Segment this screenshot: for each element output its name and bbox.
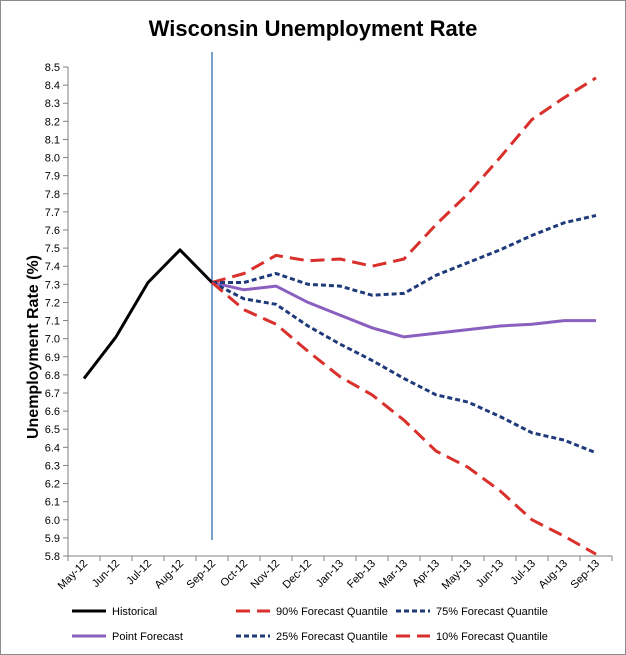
series-line-historical xyxy=(82,248,214,380)
y-tick-label: 5.8 xyxy=(45,551,60,563)
x-tick-label: Apr-13 xyxy=(410,558,442,590)
series-line-25-forecast-quantile xyxy=(211,281,597,455)
y-tick-label: 6.9 xyxy=(45,352,60,364)
y-tick-label: 7.8 xyxy=(45,189,60,201)
x-tick-label: Feb-13 xyxy=(345,558,378,591)
series-line-75-forecast-quantile xyxy=(212,214,597,297)
legend-label: Point Forecast xyxy=(112,631,183,643)
y-tick-label: 8.1 xyxy=(45,134,60,146)
series-line-point-forecast xyxy=(211,281,596,339)
y-tick-label: 7.5 xyxy=(45,243,60,255)
x-tick-label: Mar-13 xyxy=(377,558,410,591)
y-axis-label: Unemployment Rate (%) xyxy=(25,255,42,439)
x-tick-label: Sep-12 xyxy=(185,558,219,592)
legend-label: 10% Forecast Quantile xyxy=(436,631,548,643)
legend-label: Historical xyxy=(112,606,157,618)
y-tick-label: 7.2 xyxy=(45,297,60,309)
y-tick-label: 7.7 xyxy=(45,207,60,219)
y-tick-label: 6.4 xyxy=(45,442,60,454)
y-tick-label: 6.0 xyxy=(45,515,60,527)
x-tick-label: May-12 xyxy=(56,558,90,592)
y-tick-label: 6.8 xyxy=(45,370,60,382)
y-tick-label: 7.4 xyxy=(45,261,60,273)
y-tick-label: 8.0 xyxy=(45,153,60,165)
y-tick-label: 5.9 xyxy=(45,533,60,545)
x-tick-label: May-13 xyxy=(440,558,474,592)
y-tick-label: 8.4 xyxy=(45,80,60,92)
y-tick-label: 6.5 xyxy=(45,424,60,436)
x-tick-label: Sep-13 xyxy=(569,558,603,592)
series-line-10-forecast-quantile xyxy=(211,281,597,556)
legend-label: 90% Forecast Quantile xyxy=(276,606,388,618)
x-tick-label: Jul-13 xyxy=(508,558,538,588)
y-tick-label: 7.9 xyxy=(45,171,60,183)
legend-label: 75% Forecast Quantile xyxy=(436,606,548,618)
y-tick-label: 8.2 xyxy=(45,116,60,128)
x-tick-label: Jun-12 xyxy=(90,558,122,590)
y-tick-label: 7.6 xyxy=(45,225,60,237)
y-axis: 5.8 5.9 6.0 6.1 6.2 6.3 6.4 6.5 6.6 6.7 6.8 6.9 7.0 7… xyxy=(45,62,69,563)
y-tick-label: 6.1 xyxy=(45,497,60,509)
legend: Historical 90% Forecast Quantile 75% Forec… xyxy=(72,606,548,643)
y-tick-label: 6.6 xyxy=(45,406,60,418)
y-tick-label: 8.3 xyxy=(45,98,60,110)
x-tick-label: Jan-13 xyxy=(314,558,346,590)
y-tick-label: 7.0 xyxy=(45,334,60,346)
y-tick-label: 6.2 xyxy=(45,479,60,491)
x-tick-label: Dec-12 xyxy=(281,558,315,592)
y-tick-label: 7.3 xyxy=(45,279,60,291)
series-line-90-forecast-quantile xyxy=(211,76,597,284)
y-tick-label: 6.7 xyxy=(45,388,60,400)
x-tick-label: Aug-13 xyxy=(537,558,571,592)
y-tick-label: 7.1 xyxy=(45,316,60,328)
chart-title: Wisconsin Unemployment Rate xyxy=(149,16,478,41)
x-tick-label: Jul-12 xyxy=(124,558,154,588)
x-tick-label: Oct-12 xyxy=(218,558,250,590)
y-tick-label: 6.3 xyxy=(45,460,60,472)
series-group xyxy=(82,76,597,556)
x-tick-label: Jun-13 xyxy=(474,558,506,590)
x-tick-label: Nov-12 xyxy=(249,558,283,592)
legend-label: 25% Forecast Quantile xyxy=(276,631,388,643)
x-tick-label: Aug-12 xyxy=(153,558,187,592)
y-tick-label: 8.5 xyxy=(45,62,60,74)
